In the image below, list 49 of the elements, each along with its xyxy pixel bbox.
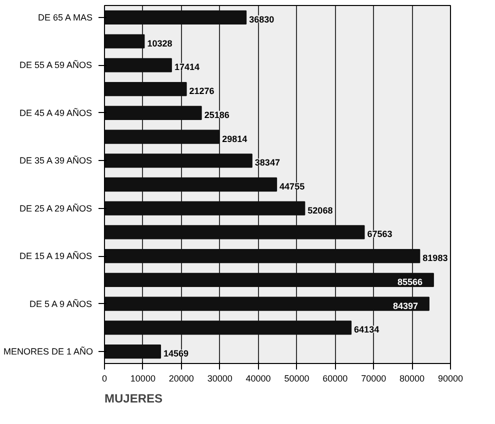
bar <box>104 296 430 311</box>
data-label: 17414 <box>174 62 200 72</box>
x-tick-label: 30000 <box>207 374 232 384</box>
data-label: 25186 <box>204 110 230 120</box>
bar <box>104 154 252 168</box>
data-label: 64134 <box>354 324 380 335</box>
bar <box>104 344 162 359</box>
x-tick-label: 70000 <box>361 374 386 384</box>
data-label: 44755 <box>280 182 305 192</box>
bar <box>104 272 434 288</box>
bar <box>104 130 220 144</box>
data-label: 29814 <box>222 134 248 144</box>
data-label: 36830 <box>249 14 274 24</box>
bar <box>104 201 306 216</box>
data-label: 84397 <box>392 300 418 311</box>
bar <box>104 320 352 335</box>
x-tick-label: 50000 <box>284 374 310 384</box>
data-label: 81983 <box>422 253 448 264</box>
bar <box>104 82 187 96</box>
y-tick-label: DE 45 A 49 AÑOS <box>19 108 92 118</box>
data-label: 38347 <box>254 158 280 168</box>
text: MUJERES <box>104 392 163 406</box>
bar <box>104 249 420 264</box>
data-label: 85566 <box>397 276 422 287</box>
data-label: 67563 <box>367 229 392 240</box>
bar <box>104 225 365 240</box>
y-tick-label: DE 5 A 9 AÑOS <box>29 298 92 309</box>
x-tick-label: 10000 <box>130 374 156 384</box>
x-tick-label: 40000 <box>246 374 271 384</box>
bar <box>104 106 202 120</box>
x-tick-label: 60000 <box>322 374 348 384</box>
y-tick-label: DE 55 A 59 AÑOS <box>19 60 92 70</box>
bar <box>104 10 247 24</box>
x-tick-label: 90000 <box>438 374 464 384</box>
bar <box>104 34 145 48</box>
bar <box>104 177 278 192</box>
data-label: 52068 <box>308 205 333 216</box>
data-label: 10328 <box>147 38 172 48</box>
x-tick-label: 0 <box>102 374 108 384</box>
y-tick-label: DE 25 A 29 AÑOS <box>19 203 92 214</box>
y-tick-label: DE 35 A 39 AÑOS <box>19 156 92 166</box>
x-tick-label: 20000 <box>168 374 194 384</box>
data-label: 21276 <box>189 86 214 96</box>
x-tick-label: 80000 <box>400 374 425 384</box>
y-tick-label: DE 15 A 19 AÑOS <box>19 251 92 262</box>
data-label: 14569 <box>164 348 189 359</box>
y-tick-label: DE 65 A MAS <box>38 12 93 22</box>
y-tick-label: MENORES DE 1 AÑO <box>3 346 94 357</box>
bar <box>104 58 172 72</box>
